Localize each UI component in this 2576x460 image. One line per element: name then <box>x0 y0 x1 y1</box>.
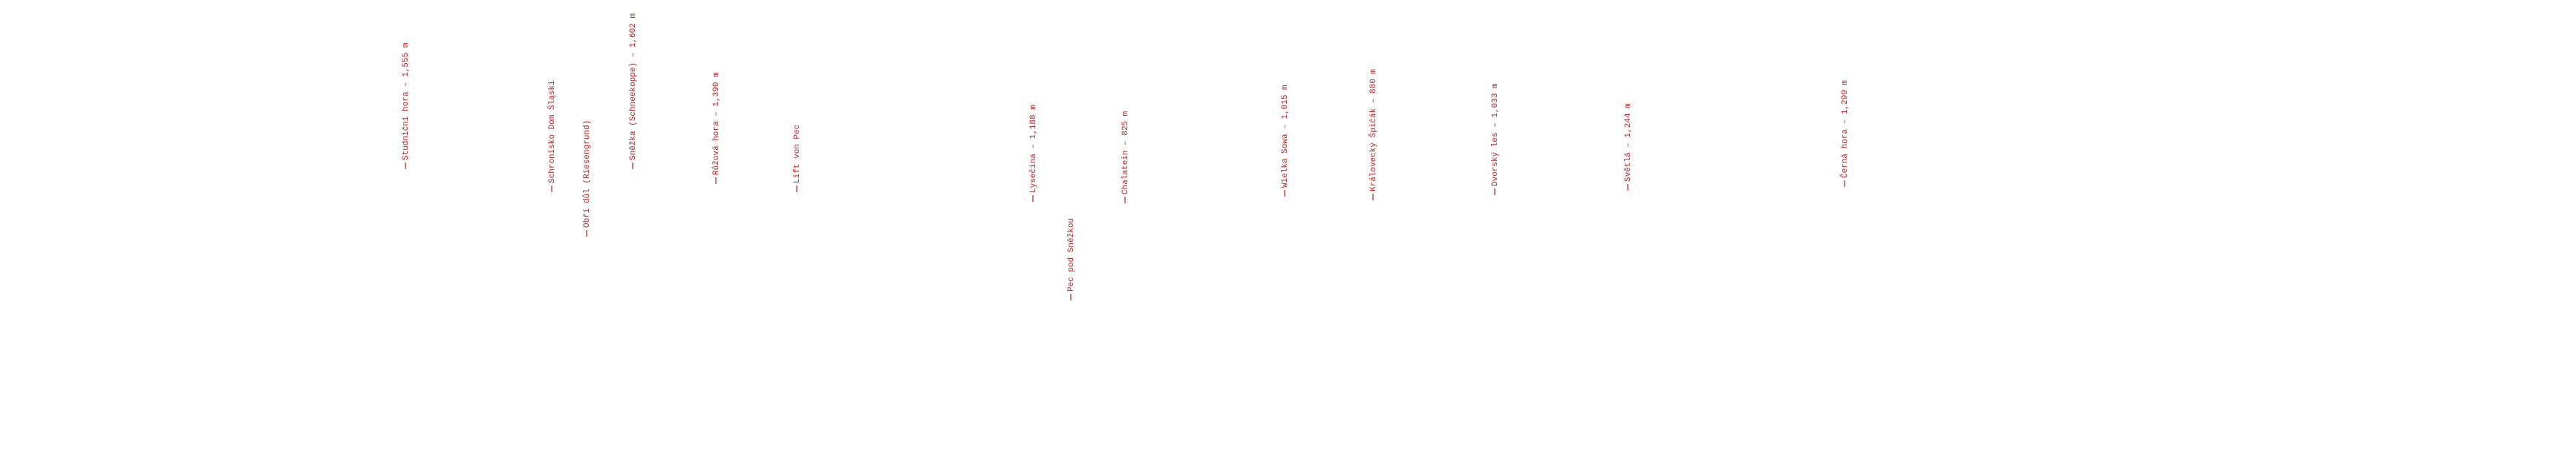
place-name: Růžová hora – 1,390 m <box>711 72 721 175</box>
place-label: Chalatein – 825 m <box>1121 111 1130 203</box>
place-label: Světlá – 1,244 m <box>1624 103 1633 191</box>
place-label: Sněžka (Schneekoppe) – 1,602 m <box>629 13 638 169</box>
place-label: Růžová hora – 1,390 m <box>711 72 721 184</box>
place-label: Schronisko Dom Śląski <box>547 80 557 192</box>
place-label: Lift von Pec <box>793 125 802 192</box>
place-name: Wielka Sowa – 1,015 m <box>1281 85 1290 188</box>
place-name: Královecký Špičák – 880 m <box>1368 69 1378 191</box>
place-name: Lysečina – 1,188 m <box>1029 105 1038 193</box>
place-name: Černá hora – 1,299 m <box>1839 80 1850 178</box>
place-label: Wielka Sowa – 1,015 m <box>1281 85 1290 197</box>
place-label: Studniční hora – 1,555 m <box>402 42 411 169</box>
place-name: Obří důl (Riesengrund) <box>582 120 592 228</box>
place-label: Pec pod Sněžkou <box>1067 218 1076 300</box>
place-label: Lysečina – 1,188 m <box>1029 105 1038 202</box>
place-name: Dvorský les – 1,033 m <box>1491 83 1500 186</box>
place-name: Chalatein – 825 m <box>1121 111 1130 194</box>
place-name: Pec pod Sněžkou <box>1067 218 1076 292</box>
place-name: Sněžka (Schneekoppe) – 1,602 m <box>629 13 638 160</box>
place-name: Studniční hora – 1,555 m <box>402 42 411 160</box>
place-name: Schronisko Dom Śląski <box>547 80 557 183</box>
place-label: Dvorský les – 1,033 m <box>1491 83 1500 195</box>
place-name: Lift von Pec <box>793 125 802 183</box>
place-label: Královecký Špičák – 880 m <box>1368 69 1378 200</box>
place-label: Obří důl (Riesengrund) <box>582 120 592 237</box>
place-name: Světlá – 1,244 m <box>1624 103 1633 182</box>
place-label: Černá hora – 1,299 m <box>1839 80 1850 187</box>
